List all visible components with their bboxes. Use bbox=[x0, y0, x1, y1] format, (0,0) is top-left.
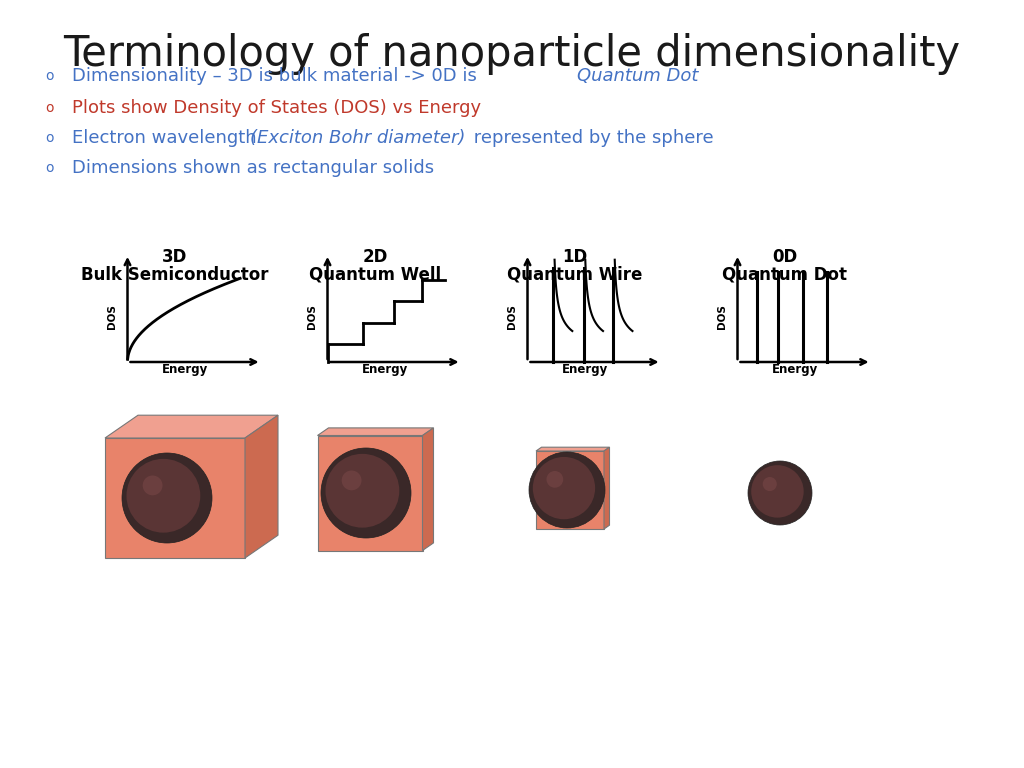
Polygon shape bbox=[245, 415, 278, 558]
Text: Bulk Semiconductor: Bulk Semiconductor bbox=[81, 266, 268, 284]
Circle shape bbox=[547, 471, 563, 488]
Circle shape bbox=[748, 461, 812, 525]
Polygon shape bbox=[536, 451, 604, 529]
Text: Quantum Dot: Quantum Dot bbox=[577, 67, 698, 85]
Polygon shape bbox=[317, 428, 433, 435]
Text: 2D: 2D bbox=[362, 248, 388, 266]
Polygon shape bbox=[536, 447, 609, 451]
Text: DOS: DOS bbox=[106, 303, 117, 329]
Text: o: o bbox=[46, 69, 54, 83]
Text: Dimensionality – 3D is bulk material -> 0D is: Dimensionality – 3D is bulk material -> … bbox=[72, 67, 482, 85]
Text: 1D: 1D bbox=[562, 248, 588, 266]
Text: Energy: Energy bbox=[361, 363, 409, 376]
Text: 0D: 0D bbox=[772, 248, 798, 266]
Text: Energy: Energy bbox=[562, 363, 608, 376]
Text: Terminology of nanoparticle dimensionality: Terminology of nanoparticle dimensionali… bbox=[63, 33, 961, 75]
Text: o: o bbox=[46, 131, 54, 145]
Text: DOS: DOS bbox=[306, 303, 316, 329]
Text: Quantum Dot: Quantum Dot bbox=[723, 266, 848, 284]
Circle shape bbox=[532, 457, 595, 519]
Text: Electron wavelength: Electron wavelength bbox=[72, 129, 262, 147]
Text: Quantum Well: Quantum Well bbox=[309, 266, 441, 284]
Polygon shape bbox=[105, 438, 245, 558]
Circle shape bbox=[326, 454, 399, 528]
Text: o: o bbox=[46, 161, 54, 175]
Text: Energy: Energy bbox=[162, 363, 208, 376]
Text: (Exciton Bohr diameter): (Exciton Bohr diameter) bbox=[250, 129, 465, 147]
Text: Dimensions shown as rectangular solids: Dimensions shown as rectangular solids bbox=[72, 159, 434, 177]
Text: Plots show Density of States (DOS) vs Energy: Plots show Density of States (DOS) vs En… bbox=[72, 99, 481, 117]
Polygon shape bbox=[423, 428, 433, 551]
Polygon shape bbox=[604, 447, 609, 529]
Circle shape bbox=[752, 465, 804, 518]
Circle shape bbox=[763, 477, 777, 491]
Text: DOS: DOS bbox=[507, 303, 516, 329]
Text: represented by the sphere: represented by the sphere bbox=[468, 129, 714, 147]
Text: 3D: 3D bbox=[163, 248, 187, 266]
Circle shape bbox=[122, 453, 212, 543]
Circle shape bbox=[127, 458, 201, 533]
Text: DOS: DOS bbox=[717, 303, 726, 329]
Circle shape bbox=[342, 471, 361, 490]
Text: o: o bbox=[46, 101, 54, 115]
Circle shape bbox=[321, 448, 411, 538]
Text: Energy: Energy bbox=[772, 363, 818, 376]
Text: Quantum Wire: Quantum Wire bbox=[507, 266, 643, 284]
Circle shape bbox=[529, 452, 605, 528]
Polygon shape bbox=[105, 415, 278, 438]
Polygon shape bbox=[317, 435, 423, 551]
Circle shape bbox=[142, 475, 163, 495]
